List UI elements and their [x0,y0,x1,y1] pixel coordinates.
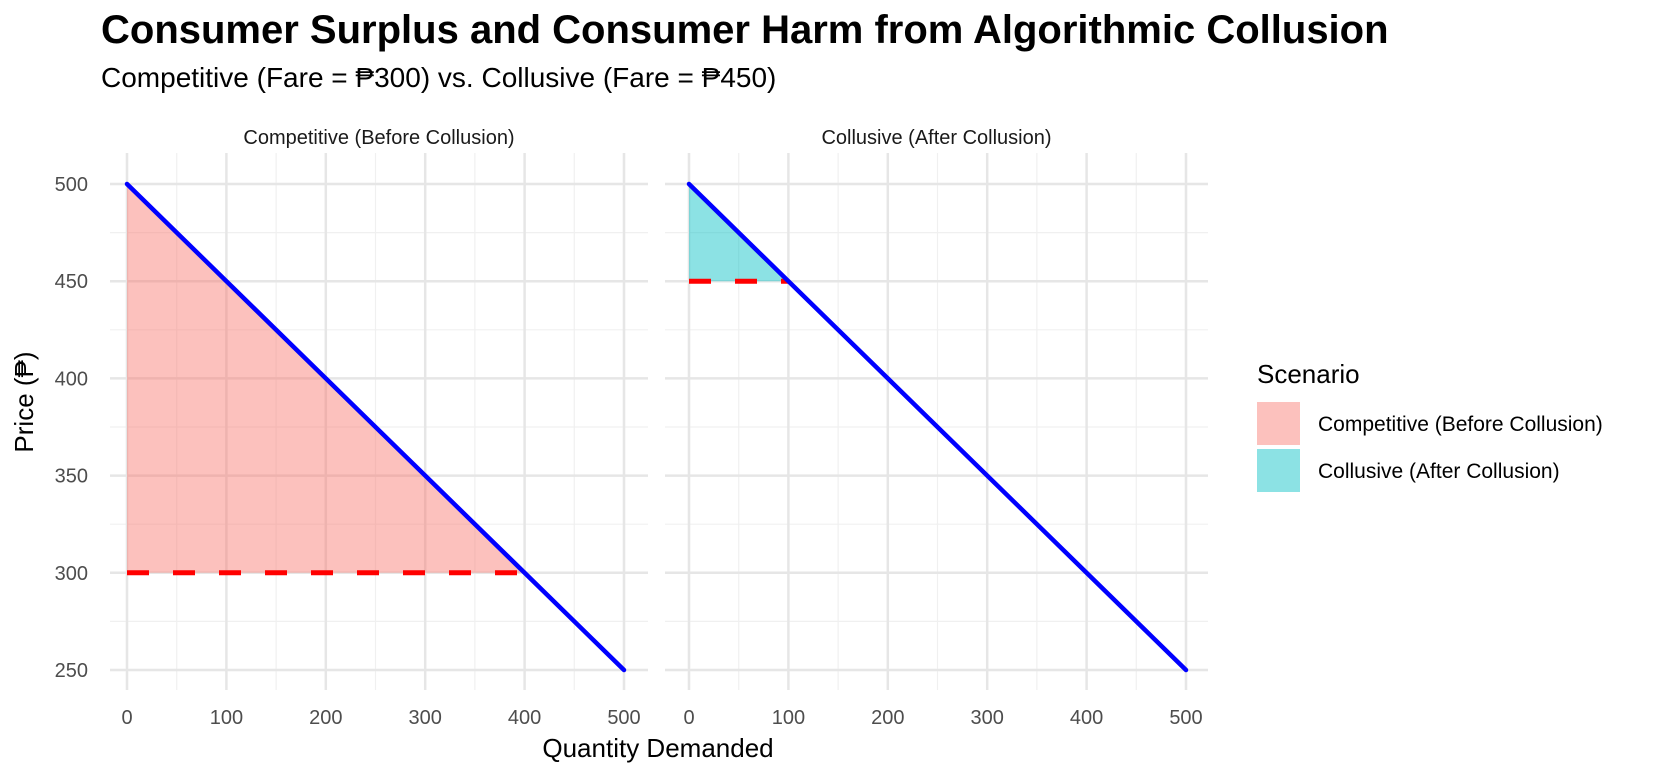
facet-strip-label: Competitive (Before Collusion) [243,127,514,149]
chart-title: Consumer Surplus and Consumer Harm from … [101,8,1389,52]
y-tick-label: 250 [55,660,88,682]
y-tick-label: 500 [55,174,88,196]
y-tick-label: 450 [55,271,88,293]
legend-entry-label: Collusive (After Collusion) [1318,460,1560,483]
legend-swatch [1257,449,1300,492]
x-tick-label: 200 [871,707,904,729]
x-tick-label: 300 [971,707,1004,729]
legend-entry-label: Competitive (Before Collusion) [1318,413,1603,436]
x-tick-label: 0 [683,707,694,729]
x-tick-label: 0 [121,707,132,729]
y-tick-label: 300 [55,563,88,585]
x-tick-label: 500 [607,707,640,729]
x-tick-label: 500 [1169,707,1202,729]
facet-panel: Competitive (Before Collusion) 0 100 200 300… [110,127,648,729]
x-tick-label: 400 [508,707,541,729]
chart-subtitle: Competitive (Fare = ₱300) vs. Collusive … [101,62,777,93]
y-axis-title: Price (₱) [9,351,39,452]
x-tick-label: 300 [409,707,442,729]
facet-strip-label: Collusive (After Collusion) [821,127,1051,149]
x-tick-label: 400 [1070,707,1103,729]
x-axis-title: Quantity Demanded [542,733,773,763]
legend: Scenario Competitive (Before Collusion) C… [1257,359,1603,492]
y-tick-label: 350 [55,466,88,488]
demand-curve [686,181,1189,673]
x-tick-label: 100 [210,707,243,729]
legend-title: Scenario [1257,359,1360,389]
facet-panel: Collusive (After Collusion) 0 100 200 300 400… [665,127,1208,729]
x-tick-label: 100 [772,707,805,729]
y-tick-label: 400 [55,368,88,390]
x-tick-label: 200 [309,707,342,729]
demand-curve [124,181,627,673]
legend-swatch [1257,402,1300,445]
